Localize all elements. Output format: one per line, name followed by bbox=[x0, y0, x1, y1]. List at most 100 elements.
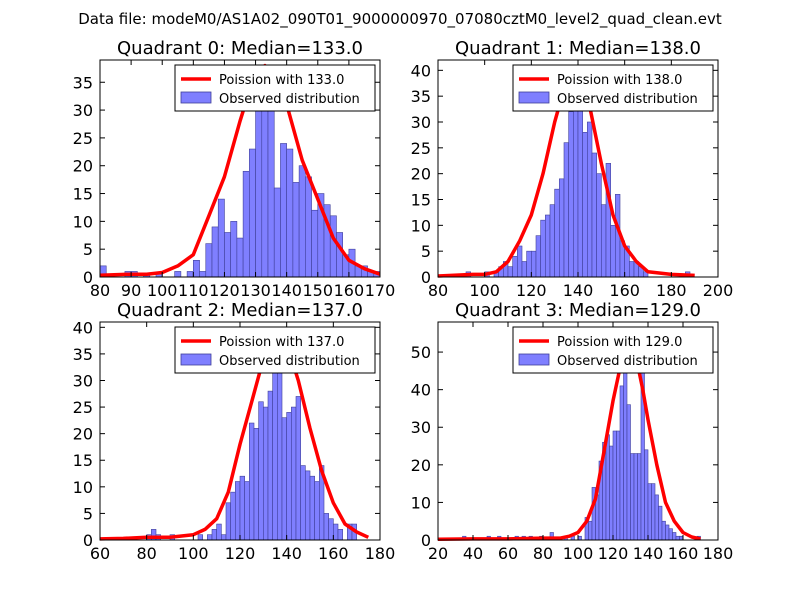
y-tick-label: 40 bbox=[411, 61, 431, 80]
y-tick-label: 15 bbox=[411, 191, 431, 210]
histogram-bar bbox=[323, 513, 329, 541]
histogram-bar bbox=[517, 245, 523, 278]
histogram-bar bbox=[568, 111, 574, 278]
histogram-bar bbox=[596, 173, 602, 278]
legend-hist-swatch bbox=[180, 91, 212, 104]
histogram-bar bbox=[675, 535, 680, 541]
y-tick-label: 25 bbox=[73, 398, 93, 417]
histogram-bar bbox=[199, 271, 207, 278]
histogram-bar bbox=[588, 520, 593, 541]
histogram-bar bbox=[280, 143, 287, 278]
quadrant-2-panel: 60 80 100 120 140 160 180 0 5 10 15 20 25 30 35 40 Quadr… bbox=[73, 300, 396, 563]
y-tick-label: 0 bbox=[421, 268, 431, 287]
histogram-bar bbox=[216, 523, 222, 541]
histogram-bar bbox=[221, 534, 227, 541]
histogram-bar bbox=[521, 261, 527, 278]
histogram-bar bbox=[644, 449, 649, 541]
histogram-bar bbox=[577, 535, 582, 541]
y-tick-label: 15 bbox=[73, 185, 93, 204]
y-tick-label: 5 bbox=[83, 240, 93, 259]
y-tick-label: 30 bbox=[411, 113, 431, 132]
histogram-bar bbox=[281, 417, 287, 541]
x-tick-label: 130 bbox=[240, 281, 271, 300]
y-tick-label: 25 bbox=[411, 139, 431, 158]
x-tick-label: 60 bbox=[498, 544, 518, 563]
x-tick-label: 180 bbox=[656, 281, 687, 300]
x-tick-label: 80 bbox=[136, 544, 156, 563]
quadrant-3-panel: 20 40 60 80 100 120 140 160 180 0 10 20 30 40 50 Quadra… bbox=[411, 300, 734, 563]
histogram-bar bbox=[672, 532, 677, 541]
histogram-bar bbox=[563, 142, 569, 278]
y-tick-label: 10 bbox=[411, 216, 431, 235]
histogram-bar bbox=[211, 226, 219, 278]
legend: Poission with 133.0 Observed distribution bbox=[174, 64, 376, 112]
x-tick-label: 160 bbox=[334, 281, 365, 300]
histogram-bar bbox=[305, 470, 311, 541]
histogram-bar bbox=[263, 406, 269, 541]
x-tick-label: 120 bbox=[598, 544, 629, 563]
y-tick-label: 0 bbox=[421, 531, 431, 550]
y-tick-label: 0 bbox=[83, 268, 93, 287]
axis-frame bbox=[99, 59, 381, 278]
legend-curve-label: Poission with 138.0 bbox=[557, 73, 682, 88]
histogram-bar bbox=[258, 401, 264, 541]
histogram-bar bbox=[612, 430, 617, 541]
histogram-bar bbox=[207, 534, 213, 541]
histogram-bar bbox=[286, 412, 292, 541]
histogram-bar bbox=[236, 237, 244, 278]
legend-curve-label: Poission with 137.0 bbox=[219, 335, 344, 350]
legend-hist-label: Observed distribution bbox=[219, 354, 360, 369]
y-tick-label: 20 bbox=[411, 456, 431, 475]
y-tick-label: 35 bbox=[73, 73, 93, 92]
histogram-bar bbox=[531, 250, 537, 278]
x-tick-label: 100 bbox=[147, 281, 178, 300]
y-tick-label: 10 bbox=[73, 478, 93, 497]
histogram-bar bbox=[197, 534, 203, 541]
panel-title: Quadrant 1: Median=138.0 bbox=[455, 38, 701, 59]
panel-title: Quadrant 0: Median=133.0 bbox=[117, 38, 363, 59]
x-tick-label: 180 bbox=[703, 544, 734, 563]
histogram-bar bbox=[559, 178, 565, 278]
histogram-bar bbox=[217, 198, 225, 278]
legend-curve-label: Poission with 133.0 bbox=[219, 73, 344, 88]
histogram-bar bbox=[605, 434, 610, 541]
histogram-bar bbox=[333, 523, 339, 541]
x-tick-label: 20 bbox=[428, 544, 448, 563]
histogram-bar bbox=[679, 535, 684, 541]
x-tick-label: 200 bbox=[703, 281, 734, 300]
x-tick-label: 160 bbox=[668, 544, 699, 563]
x-tick-label: 90 bbox=[121, 281, 141, 300]
histogram-bar bbox=[609, 445, 614, 541]
x-tick-label: 100 bbox=[178, 544, 209, 563]
histogram-bar bbox=[337, 529, 343, 541]
y-tick-label: 10 bbox=[411, 493, 431, 512]
histogram-bar bbox=[619, 385, 624, 541]
legend-curve-label: Poission with 129.0 bbox=[557, 335, 682, 350]
subplot-grid: 80 90 100 110 120 130 140 150 160 170051015202530… bbox=[73, 38, 734, 563]
histogram-bar bbox=[244, 481, 250, 541]
histogram-bar bbox=[230, 221, 238, 278]
panel-title: Quadrant 3: Median=129.0 bbox=[455, 300, 701, 321]
y-tick-label: 25 bbox=[73, 129, 93, 148]
histogram-bar bbox=[235, 481, 241, 541]
x-tick-label: 140 bbox=[633, 544, 664, 563]
legend-hist-label: Observed distribution bbox=[219, 92, 360, 107]
histogram-bar bbox=[658, 505, 663, 541]
histogram-bar bbox=[205, 243, 213, 278]
histogram-bar bbox=[535, 235, 541, 278]
y-tick-label: 20 bbox=[411, 165, 431, 184]
histogram-bar bbox=[291, 406, 297, 541]
x-tick-label: 40 bbox=[463, 544, 483, 563]
legend-hist-swatch bbox=[518, 353, 550, 366]
histogram-bar bbox=[623, 363, 628, 541]
histogram-bar bbox=[336, 232, 343, 278]
legend: Poission with 129.0 Observed distribution bbox=[512, 326, 714, 374]
legend-hist-swatch bbox=[180, 353, 212, 366]
x-tick-label: 140 bbox=[271, 544, 302, 563]
histogram-bar bbox=[637, 453, 642, 541]
histogram-bar bbox=[300, 465, 306, 541]
histogram-bar bbox=[665, 524, 670, 541]
histogram-bar bbox=[292, 182, 300, 278]
x-tick-label: 180 bbox=[365, 544, 396, 563]
